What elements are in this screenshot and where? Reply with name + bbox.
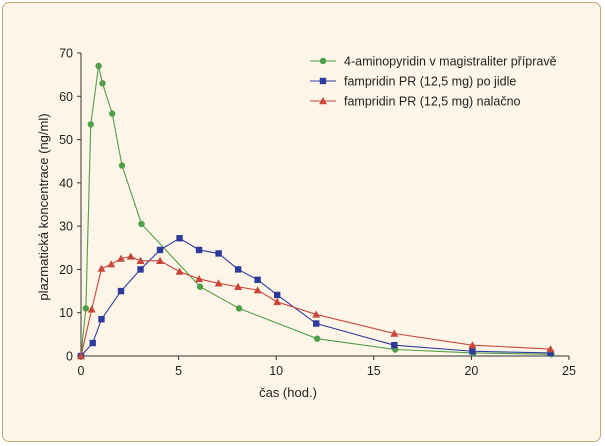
data-point-series-2	[156, 246, 164, 254]
data-point-series-2	[313, 320, 320, 327]
y-tick-label: 40	[59, 176, 73, 190]
data-point-series-1	[138, 220, 145, 228]
y-axis-title: plazmatická koncentrace (ng/ml)	[36, 113, 51, 300]
legend-marker-3	[319, 97, 327, 105]
data-point-series-3	[214, 279, 223, 287]
data-point-series-3	[468, 341, 477, 349]
axes: 0 5 10 15 20 25 0 10 20 30 40 50 60 70	[59, 47, 576, 379]
data-point-series-3	[546, 345, 555, 353]
x-tick-label: 15	[367, 364, 381, 378]
x-tick-label: 25	[562, 364, 576, 378]
y-tick-label: 50	[59, 133, 73, 147]
series-line-1	[80, 65, 552, 357]
data-point-series-3	[175, 267, 184, 275]
x-tick-label: 5	[175, 364, 182, 378]
data-point-series-2	[273, 291, 281, 299]
data-point-series-1	[235, 305, 243, 312]
data-point-series-1	[118, 162, 126, 169]
data-point-series-2	[89, 339, 96, 347]
legend-label-3: fampridin PR (12,5 mg) nalačno	[344, 95, 521, 109]
data-point-series-2	[215, 250, 222, 257]
legend: 4-aminopyridin v magistraliter přípravě f…	[310, 55, 557, 109]
data-point-series-1	[82, 305, 90, 312]
data-point-series-3	[273, 297, 282, 306]
data-point-series-2	[98, 316, 105, 323]
x-tick-label: 10	[269, 364, 283, 378]
data-point-series-3	[117, 254, 126, 262]
data-point-series-2	[391, 341, 398, 349]
data-point-series-1	[99, 80, 106, 87]
data-point-series-2	[547, 349, 554, 357]
data-point-series-2	[254, 276, 261, 284]
x-tick-label: 20	[464, 364, 478, 378]
y-tick-label: 60	[59, 90, 73, 104]
legend-label-2: fampridin PR (12,5 mg) po jidle	[344, 75, 516, 89]
legend-label-1: 4-aminopyridin v magistraliter přípravě	[344, 55, 557, 69]
y-tick-label: 30	[59, 220, 73, 234]
data-point-series-3	[77, 352, 85, 360]
data-point-series-2	[176, 235, 183, 242]
chart-frame: 0 5 10 15 20 25 0 10 20 30 40 50 60 70 čas (hod.) pla…	[2, 2, 601, 442]
data-point-series-3	[234, 282, 243, 290]
data-point-series-3	[156, 256, 165, 264]
data-point-series-1	[95, 62, 102, 70]
data-point-series-2	[195, 246, 203, 254]
data-point-series-3	[87, 305, 96, 313]
data-point-series-3	[107, 260, 116, 268]
data-point-series-2	[137, 266, 144, 273]
series-line-2	[80, 237, 551, 357]
data-point-series-3	[195, 274, 204, 283]
y-tick-label: 0	[66, 350, 73, 364]
data-point-series-2	[117, 287, 125, 295]
data-point-series-1	[313, 335, 321, 342]
data-point-series-3	[390, 329, 399, 337]
legend-marker-2	[319, 77, 327, 85]
line-chart: 0 5 10 15 20 25 0 10 20 30 40 50 60 70 čas (hod.) pla…	[36, 47, 576, 401]
y-tick-label: 10	[59, 306, 73, 320]
data-point-series-1	[109, 110, 116, 117]
legend-marker-1	[319, 57, 327, 65]
y-tick-label: 70	[59, 47, 73, 61]
series-markers	[77, 62, 555, 360]
data-point-series-2	[234, 266, 242, 273]
x-axis-title: čas (hod.)	[259, 385, 317, 400]
data-point-series-3	[312, 310, 321, 318]
data-point-series-3	[97, 264, 106, 272]
data-point-series-3	[136, 256, 145, 264]
x-tick-label: 0	[78, 364, 85, 378]
data-point-series-3	[253, 286, 262, 294]
data-point-series-1	[87, 121, 94, 128]
data-point-series-2	[469, 348, 476, 355]
y-tick-label: 20	[59, 263, 73, 277]
data-point-series-1	[196, 283, 204, 290]
data-point-series-3	[126, 252, 135, 260]
